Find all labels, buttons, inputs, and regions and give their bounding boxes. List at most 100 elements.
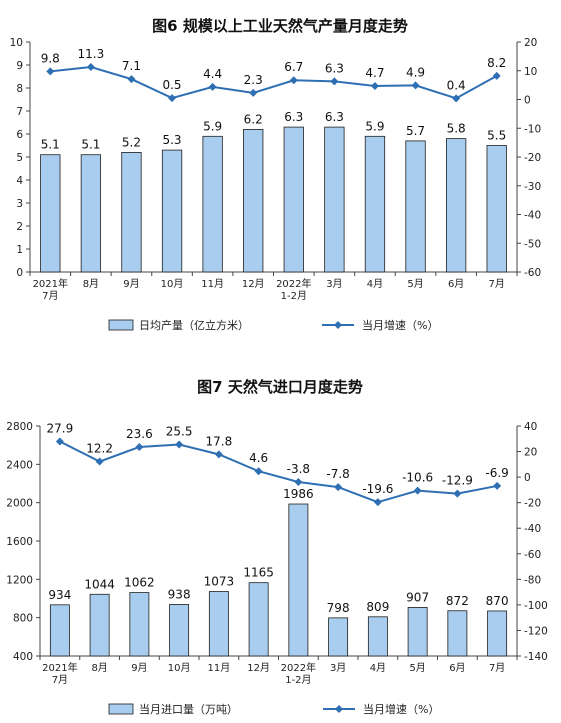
line-point: [55, 437, 64, 446]
bar-data-label: 6.3: [284, 110, 303, 124]
left-tick-label: 3: [16, 198, 23, 210]
x-tick-label: 6月: [448, 278, 464, 290]
line-point: [175, 440, 184, 449]
x-tick-label: 7月: [52, 674, 68, 686]
bar-data-label: 6.3: [325, 110, 344, 124]
chart-natural-gas-imports: 图7 天然气进口月度走势40080012001600200024002800-1…: [6, 378, 548, 716]
x-tick-label: 9月: [123, 278, 139, 290]
line-data-label: 0.5: [162, 78, 181, 92]
left-tick-label: 800: [13, 613, 33, 625]
right-tick-label: 20: [524, 447, 537, 459]
x-tick-label: 3月: [330, 662, 346, 674]
growth-line: [50, 65, 498, 100]
line-data-label: -3.8: [287, 462, 310, 476]
bar: [405, 140, 426, 273]
line-data-label: 25.5: [166, 425, 193, 439]
line-data-label: 7.1: [122, 59, 141, 73]
line-data-label: 8.2: [487, 56, 506, 70]
line-point: [289, 76, 298, 85]
bar-data-label: 5.9: [203, 119, 222, 133]
line-data-label: 11.3: [78, 47, 105, 61]
line-point: [214, 450, 223, 459]
bar: [202, 135, 223, 273]
right-tick-label: -30: [524, 181, 541, 193]
bar: [288, 503, 309, 657]
bar-data-label: 938: [168, 587, 191, 601]
bar-data-label: 872: [446, 594, 469, 608]
line-point: [330, 77, 339, 86]
line-data-label: -10.6: [402, 471, 433, 485]
bar-data-label: 870: [486, 594, 509, 608]
bar: [367, 616, 388, 657]
chart-natural-gas-production: 图6 规模以上工业天然气产量月度走势 0 1 2 3 4 5 6 7 8 9 10 -60 -50 -40 -…: [10, 17, 542, 332]
right-tick-label: -20: [524, 152, 541, 164]
legend-bar-label: 日均产量（亿立方米）: [139, 318, 249, 332]
x-tick-label: 2022年: [276, 277, 311, 290]
right-tick-label: 0: [524, 472, 531, 484]
left-tick-label: 5: [16, 152, 23, 164]
bar: [243, 128, 264, 273]
left-tick-label: 6: [16, 129, 23, 141]
bar-data-label: 1062: [124, 576, 155, 590]
bar-data-label: 798: [327, 601, 350, 615]
legend-line-label: 当月增速（%）: [362, 318, 438, 332]
bar-data-label: 5.7: [406, 124, 425, 138]
line-point: [334, 483, 343, 492]
bar: [169, 604, 190, 657]
line-point: [373, 498, 382, 507]
x-tick-label: 9月: [131, 662, 147, 674]
x-tick-label: 2021年: [42, 661, 77, 674]
bar-data-label: 1073: [204, 575, 235, 589]
x-tick-label: 2022年: [281, 661, 316, 674]
line-point: [413, 486, 422, 495]
line-data-label: 6.7: [284, 60, 303, 74]
line-point: [370, 81, 379, 90]
left-tick-label: 7: [16, 106, 23, 118]
bar-data-label: 1165: [243, 566, 274, 580]
x-tick-label: 1-2月: [285, 674, 311, 686]
x-tick-label: 11月: [201, 278, 224, 290]
bar: [487, 610, 508, 657]
line-data-label: 17.8: [206, 434, 233, 448]
bar-data-label: 5.9: [365, 119, 384, 133]
line-data-label: -7.8: [326, 467, 349, 481]
bar: [49, 604, 70, 657]
bar: [445, 138, 467, 273]
bar-data-label: 5.3: [162, 133, 181, 147]
line-data-label: 4.6: [249, 451, 268, 465]
legend-line-marker: [335, 705, 343, 713]
line-data-label: 2.3: [244, 73, 263, 87]
right-tick-label: -40: [524, 210, 541, 222]
legend-line-marker: [334, 321, 342, 329]
right-tick-label: -50: [524, 238, 541, 250]
line-point: [492, 71, 501, 80]
right-tick-label: -80: [524, 574, 541, 586]
left-tick-label: 2: [16, 221, 23, 233]
x-tick-label: 8月: [83, 278, 99, 290]
right-tick-label: 40: [524, 421, 537, 433]
x-tick-label: 5月: [407, 278, 423, 290]
bar-data-label: 907: [406, 590, 429, 604]
line-data-label: 9.8: [41, 51, 60, 65]
right-tick-label: -60: [524, 549, 541, 561]
bar-data-label: 934: [48, 588, 71, 602]
left-tick-label: 400: [13, 651, 33, 663]
left-tick-label: 0: [16, 267, 23, 279]
x-tick-label: 5月: [409, 662, 425, 674]
left-tick-label: 10: [10, 37, 23, 49]
bar: [248, 582, 269, 657]
bar: [89, 593, 110, 657]
bar-data-label: 1986: [283, 487, 314, 501]
bar-data-label: 5.8: [447, 122, 466, 136]
right-tick-label: -100: [524, 600, 548, 612]
bar: [447, 610, 468, 657]
left-tick-label: 9: [16, 60, 23, 72]
line-point: [411, 81, 420, 90]
line-point: [249, 88, 258, 97]
chart-title: 图6 规模以上工业天然气产量月度走势: [152, 17, 408, 35]
left-tick-label: 4: [16, 175, 23, 187]
right-tick-label: -60: [524, 267, 541, 279]
right-tick-label: -40: [524, 523, 541, 535]
x-tick-label: 6月: [449, 662, 465, 674]
